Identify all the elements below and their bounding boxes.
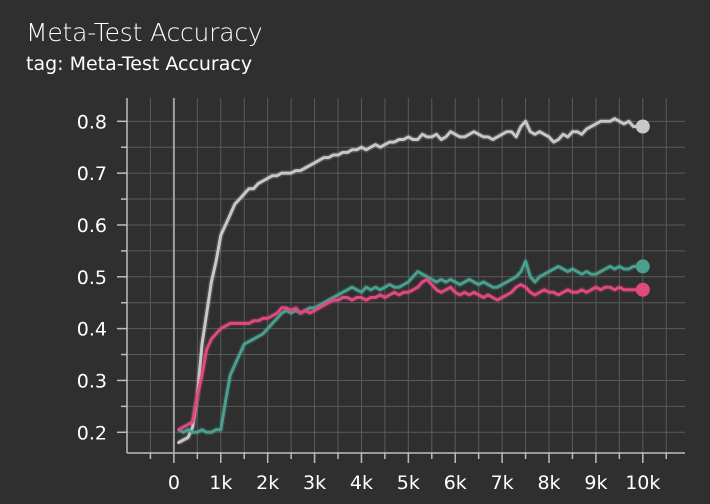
- series-1-end-dot: [635, 259, 650, 274]
- x-tick-label: 1k: [209, 472, 232, 494]
- series-1-line: [177, 259, 645, 434]
- x-tick-label: 4k: [350, 472, 373, 494]
- x-tick-label: 10k: [625, 472, 660, 494]
- series-2-end-dot: [635, 282, 650, 297]
- x-tick-label: 5k: [397, 472, 420, 494]
- y-tick-label: 0.8: [77, 111, 107, 133]
- chart-title: Meta-Test Accuracy: [26, 18, 263, 47]
- x-tick-label: 7k: [491, 472, 514, 494]
- x-tick-label: 8k: [537, 472, 560, 494]
- x-tick-label: 0: [168, 472, 180, 494]
- x-tick-label: 6k: [444, 472, 467, 494]
- series-0-line: [177, 117, 645, 445]
- y-tick-label: 0.4: [77, 319, 107, 341]
- x-tick-label: 9k: [584, 472, 607, 494]
- y-tick-label: 0.5: [77, 267, 107, 289]
- series-0-end-dot: [635, 119, 650, 134]
- y-tick-label: 0.3: [77, 370, 107, 392]
- y-tick-label: 0.7: [77, 163, 107, 185]
- x-tick-label: 2k: [256, 472, 279, 494]
- chart-tag: tag: Meta-Test Accuracy: [26, 53, 253, 75]
- series-layer: [177, 115, 650, 446]
- tick-labels: 0.2 0.3 0.4 0.5 0.6 0.7 0.8 0 1k 2k 3k 4k 5k 6k 7k 8k 9k…: [77, 111, 661, 494]
- y-tick-label: 0.2: [77, 422, 107, 444]
- axis-layer: [117, 98, 685, 463]
- x-tick-label: 3k: [303, 472, 326, 494]
- y-tick-label: 0.6: [77, 215, 107, 237]
- grid-layer: [127, 98, 685, 453]
- series-2-line: [177, 277, 645, 432]
